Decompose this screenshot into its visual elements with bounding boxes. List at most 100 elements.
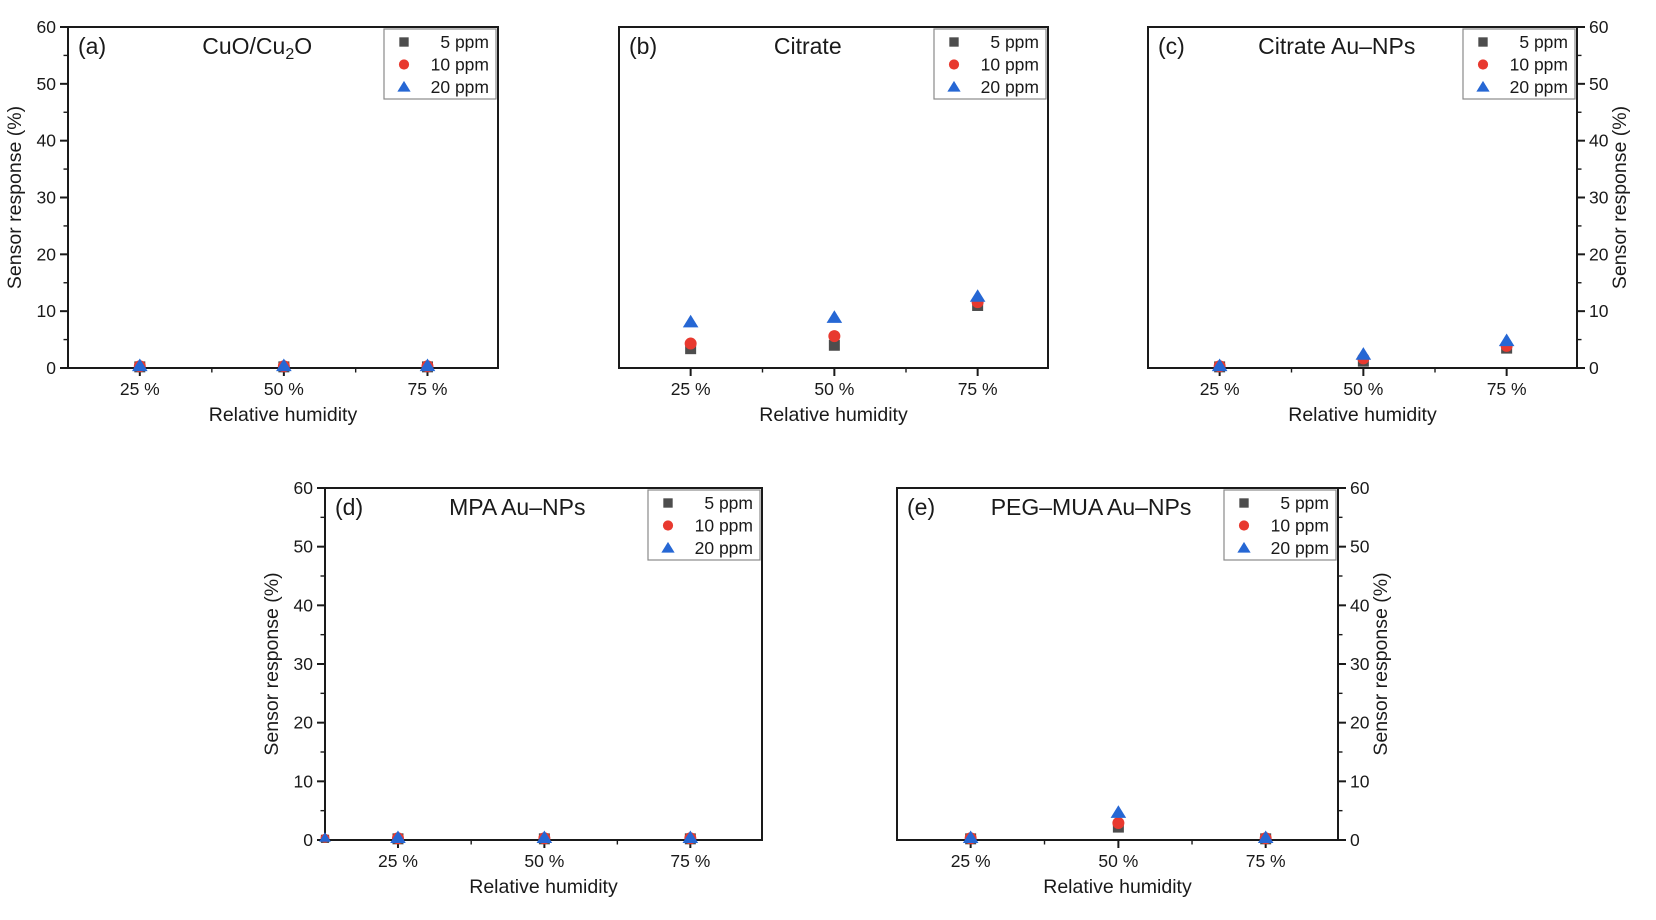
legend-label: 10 ppm [981, 55, 1039, 75]
legend-marker-circle [1477, 59, 1489, 70]
panel-d: 0 10 20 30 40 50 60 Sensor response (%) 25 % 50 %… [261, 478, 763, 898]
data-point-triangle-25% [1211, 358, 1228, 372]
legend-marker-circle [948, 59, 960, 70]
legend-marker-circle [1238, 520, 1250, 531]
y-tick-label: 0 [1350, 830, 1360, 850]
legend-label: 5 ppm [704, 493, 753, 513]
x-axis-title: Relative humidity [759, 404, 908, 426]
y-tick-label: 10 [1589, 301, 1609, 321]
legend-label: 20 ppm [695, 538, 753, 558]
legend-label: 10 ppm [1510, 55, 1568, 75]
y-tick-label: 0 [303, 830, 313, 850]
legend-marker-square [1478, 37, 1488, 47]
y-tick-label: 10 [294, 771, 314, 791]
legend-label: 20 ppm [1510, 77, 1568, 97]
x-tick-label: 25 % [378, 851, 418, 871]
y-tick-label: 30 [1589, 188, 1609, 208]
data-point-square-50% [828, 339, 840, 351]
legend-marker-triangle [1237, 541, 1251, 553]
y-tick-label: 40 [1589, 131, 1609, 151]
legend-marker-triangle [661, 541, 675, 553]
y-tick-label: 50 [294, 537, 314, 557]
legend-label: 20 ppm [1271, 538, 1329, 558]
data-point-triangle-75% [1257, 830, 1274, 844]
panel-label: (b) [629, 33, 657, 59]
x-tick-label: 75 % [1487, 379, 1527, 399]
legend-marker-triangle [947, 80, 961, 92]
legend-label: 20 ppm [981, 77, 1039, 97]
data-point-triangle-50% [826, 310, 843, 323]
legend-label: 10 ppm [1271, 516, 1329, 536]
legend-marker-circle [662, 520, 674, 531]
y-tick-label: 30 [294, 654, 314, 674]
y-tick-label: 20 [1589, 244, 1609, 264]
y-axis-title: Sensor response (%) [1609, 106, 1631, 289]
legend-label: 5 ppm [1280, 493, 1329, 513]
data-point-triangle-75% [1498, 333, 1515, 347]
x-tick-label: 50 % [524, 851, 564, 871]
legend-marker-circle [398, 59, 410, 70]
panel-title: CuO/Cu2O [202, 33, 312, 63]
x-tick-label: 25 % [120, 379, 160, 399]
legend-label: 10 ppm [431, 55, 489, 75]
legend-marker-triangle [1476, 80, 1490, 92]
panel-label: (d) [335, 494, 363, 520]
y-tick-label: 50 [1350, 537, 1370, 557]
x-tick-label: 25 % [671, 379, 711, 399]
data-point-triangle-25% [390, 830, 406, 844]
x-axis-title: Relative humidity [469, 876, 618, 898]
y-tick-label: 30 [1350, 654, 1370, 674]
legend-label: 10 ppm [695, 516, 753, 536]
data-point-triangle-75% [682, 830, 699, 844]
panel-title: Citrate [774, 33, 842, 59]
y-tick-label: 10 [1350, 771, 1370, 791]
y-tick-label: 0 [1589, 358, 1599, 378]
data-point-triangle-50% [1110, 805, 1127, 818]
y-tick-label: 20 [294, 713, 314, 733]
data-point-triangle-50% [1355, 347, 1372, 360]
x-tick-label: 75 % [408, 379, 448, 399]
data-point-circle-50% [828, 330, 841, 343]
legend-marker-square [663, 498, 673, 508]
data-point-triangle-75% [969, 289, 986, 302]
x-tick-label: 50 % [264, 379, 304, 399]
x-axis-title: Relative humidity [1043, 876, 1192, 898]
panel-label: (a) [78, 33, 106, 59]
panel-label: (c) [1158, 33, 1185, 59]
x-tick-label: 50 % [1098, 851, 1138, 871]
panel-a: 0 10 20 30 40 50 60 Sensor response (%) 25 % 50 %… [4, 17, 499, 426]
legend-label: 5 ppm [1519, 32, 1568, 52]
data-point-triangle-50% [536, 830, 553, 844]
y-tick-label: 60 [294, 478, 314, 498]
y-tick-label: 40 [294, 595, 314, 615]
legend-label: 5 ppm [440, 32, 489, 52]
origin-data-point-triangle [319, 832, 331, 842]
y-tick-label: 60 [37, 17, 57, 37]
y-tick-label: 50 [1589, 74, 1609, 94]
panel-c: 0 10 20 30 40 50 60 Sensor response (%) 25 % 50 %… [1147, 17, 1631, 426]
x-tick-label: 50 % [1343, 379, 1383, 399]
y-tick-label: 50 [37, 74, 57, 94]
y-axis-title: Sensor response (%) [261, 572, 283, 755]
y-tick-label: 40 [1350, 595, 1370, 615]
data-point-triangle-25% [962, 830, 979, 844]
x-axis-title: Relative humidity [1288, 404, 1437, 426]
x-tick-label: 75 % [670, 851, 710, 871]
legend-marker-triangle [397, 80, 411, 92]
x-tick-label: 25 % [951, 851, 991, 871]
y-axis-title: Sensor response (%) [1370, 572, 1392, 755]
x-axis-title: Relative humidity [209, 404, 358, 426]
x-tick-label: 25 % [1200, 379, 1240, 399]
legend-marker-square [399, 37, 409, 47]
y-tick-label: 10 [37, 301, 57, 321]
data-point-circle-25% [684, 337, 697, 350]
legend-label: 20 ppm [431, 77, 489, 97]
data-point-triangle-75% [419, 358, 436, 372]
y-tick-label: 60 [1350, 478, 1370, 498]
panel-title: MPA Au–NPs [449, 494, 585, 520]
